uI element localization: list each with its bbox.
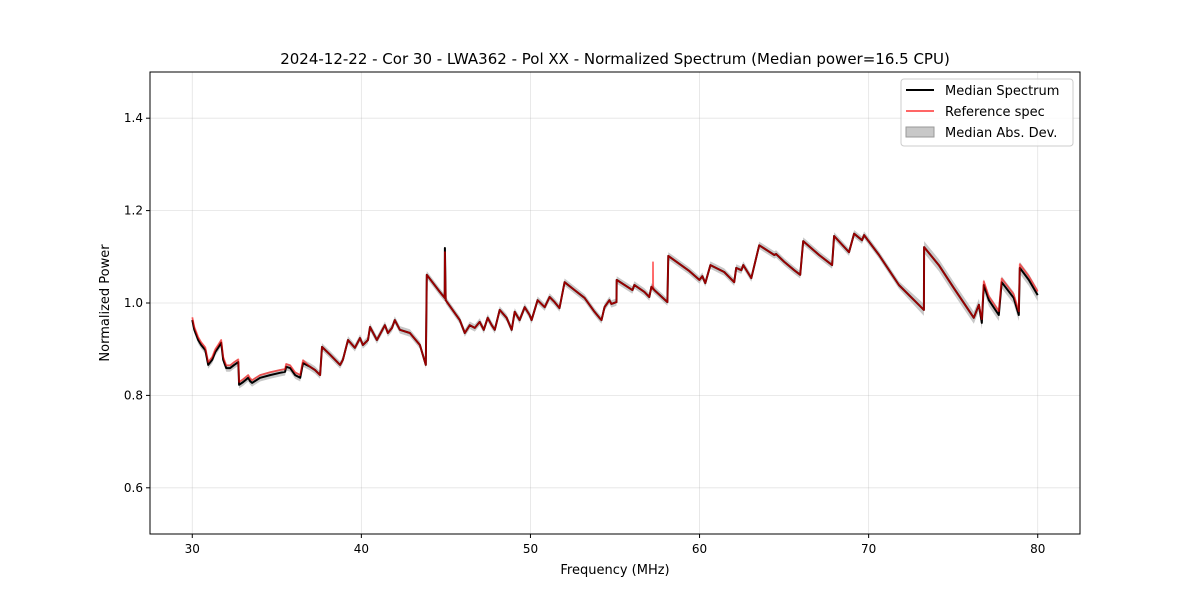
y-tick-label: 1.4	[124, 111, 143, 125]
x-tick-label: 60	[692, 542, 707, 556]
x-tick-label: 40	[354, 542, 369, 556]
legend-box	[900, 78, 1074, 147]
y-tick-label: 1.2	[124, 204, 143, 218]
y-tick-label: 0.8	[124, 388, 143, 402]
legend-mad-swatch	[905, 126, 935, 138]
chart-title: 2024-12-22 - Cor 30 - LWA362 - Pol XX - …	[280, 50, 950, 68]
y-tick-label: 1.0	[124, 296, 143, 310]
legend-reference-label: Reference spec	[945, 105, 1045, 120]
x-tick-label: 30	[185, 542, 200, 556]
x-tick-label: 70	[861, 542, 876, 556]
legend-mad-label: Median Abs. Dev.	[945, 126, 1057, 141]
x-tick-label: 80	[1030, 542, 1045, 556]
y-axis-label: Normalized Power	[98, 244, 113, 362]
reference-spectrum-line	[191, 232, 1039, 383]
legend-median-label: Median Spectrum	[945, 84, 1059, 99]
x-tick-label: 50	[523, 542, 538, 556]
y-axis-ticks: 0.6 0.8 1.0 1.2 1.4	[124, 111, 150, 495]
x-axis-label: Frequency (MHz)	[560, 563, 669, 578]
y-tick-label: 0.6	[124, 481, 143, 495]
x-axis-ticks: 30 40 50 60 70 80	[185, 534, 1045, 556]
legend: Median Spectrum Reference spec Median Ab…	[900, 78, 1074, 147]
